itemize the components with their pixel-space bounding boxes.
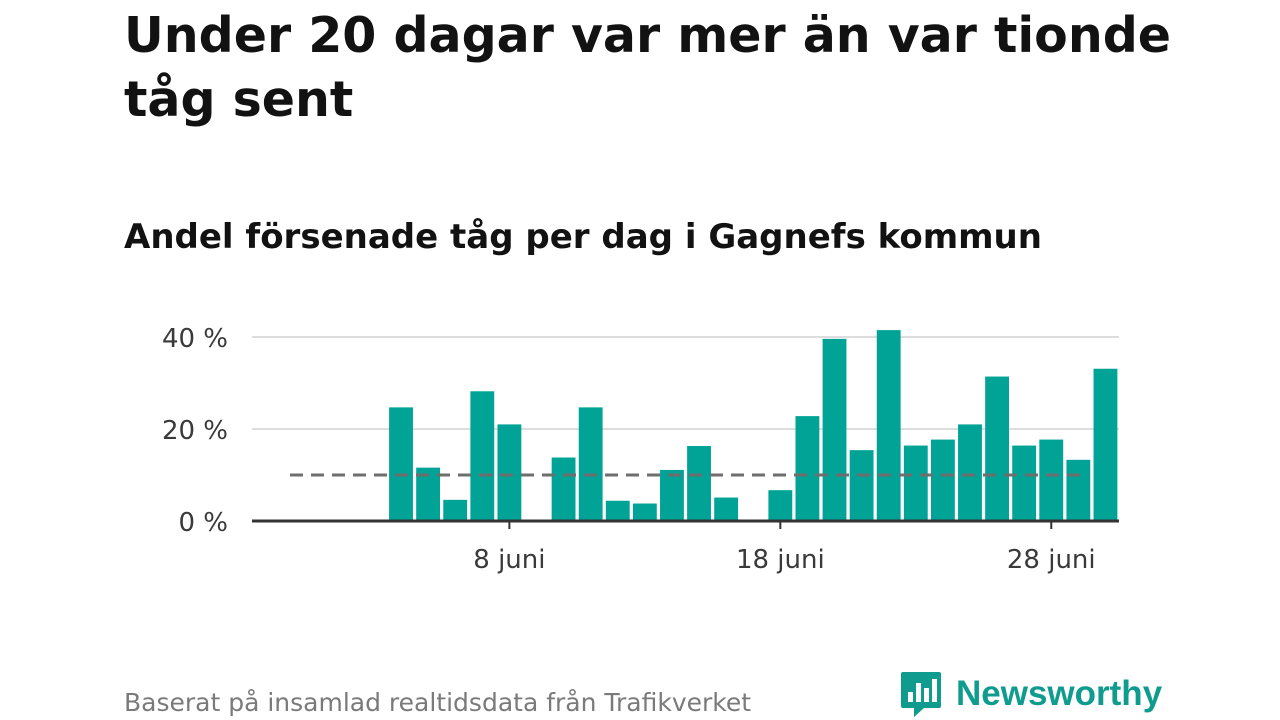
bar xyxy=(1093,368,1118,521)
bar xyxy=(768,490,793,521)
bar xyxy=(578,407,603,521)
y-tick-label: 0 % xyxy=(178,508,228,538)
x-tick-label: 8 juni xyxy=(473,545,545,575)
bar xyxy=(687,446,711,521)
bar xyxy=(416,467,441,521)
bar-chart-speech-bubble-icon xyxy=(901,672,941,717)
bar xyxy=(985,376,1009,521)
bar xyxy=(795,416,820,521)
brand-name: Newsworthy xyxy=(956,674,1163,713)
axes xyxy=(252,519,1119,529)
y-tick-label: 40 % xyxy=(162,324,228,354)
y-tick-label: 20 % xyxy=(162,416,228,446)
bar xyxy=(470,391,495,521)
bar xyxy=(714,497,739,521)
brand-logo[interactable]: Newsworthy xyxy=(900,670,1162,718)
bar xyxy=(660,469,684,521)
bar xyxy=(389,407,413,521)
chart-subtitle: Andel försenade tåg per dag i Gagnefs ko… xyxy=(124,217,1042,257)
bar xyxy=(1039,439,1064,521)
bars xyxy=(389,330,1118,521)
bar xyxy=(632,503,657,521)
bar-chart: 0 % 20 % 40 % 8 juni 18 juni 28 juni xyxy=(162,324,1119,575)
bar xyxy=(497,424,522,521)
x-tick-label: 18 juni xyxy=(736,545,825,575)
bar xyxy=(930,439,955,521)
bar xyxy=(1012,445,1037,521)
bar xyxy=(1066,459,1091,521)
source-note: Baserat på insamlad realtidsdata från Tr… xyxy=(124,688,752,717)
bar xyxy=(605,500,630,521)
bar xyxy=(443,499,468,521)
bar xyxy=(876,330,901,521)
bar xyxy=(849,450,874,521)
chart-title: Under 20 dagar var mer än var tionde tåg… xyxy=(124,7,1172,128)
x-tick-label: 28 juni xyxy=(1007,545,1096,575)
tick-labels: 0 % 20 % 40 % 8 juni 18 juni 28 juni xyxy=(162,324,1096,575)
bar xyxy=(903,445,928,521)
bar xyxy=(551,457,576,521)
bar xyxy=(958,424,982,521)
bar xyxy=(822,338,847,521)
